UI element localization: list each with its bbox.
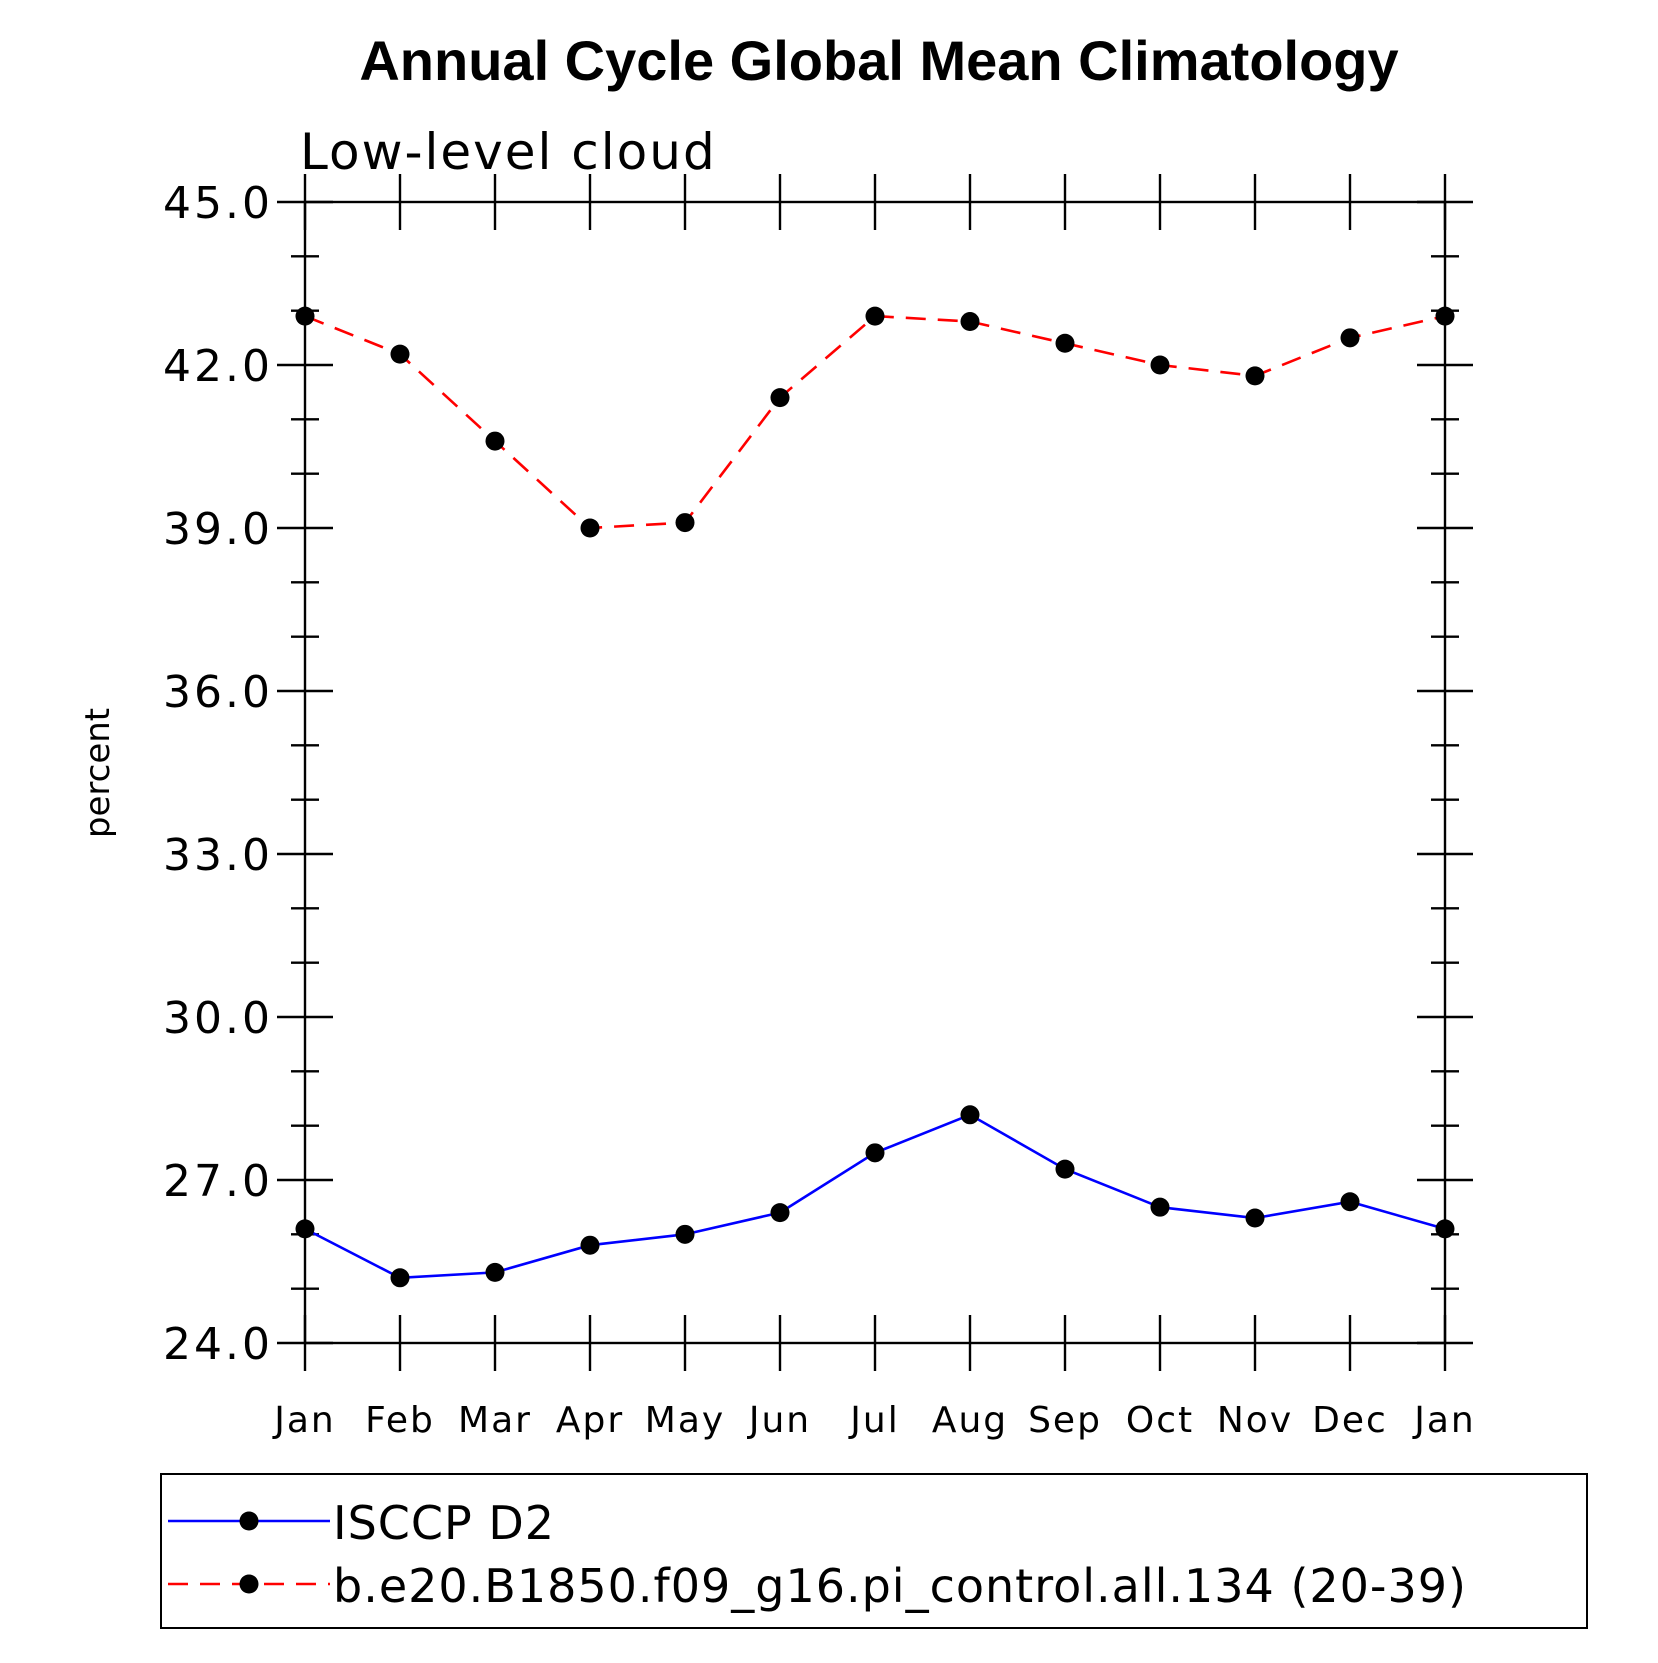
data-point bbox=[770, 388, 790, 408]
y-tick-label: 30.0 bbox=[163, 993, 273, 1044]
data-point bbox=[960, 1105, 980, 1125]
data-point bbox=[770, 1203, 790, 1223]
y-tick-label: 24.0 bbox=[163, 1319, 273, 1370]
y-tick-label: 45.0 bbox=[163, 178, 273, 229]
legend-marker bbox=[239, 1574, 259, 1594]
data-point bbox=[390, 1268, 410, 1288]
y-tick-label: 27.0 bbox=[163, 1156, 273, 1207]
legend-label: b.e20.B1850.f09_g16.pi_control.all.134 (… bbox=[333, 1559, 1467, 1613]
x-tick-label: May bbox=[645, 1400, 725, 1441]
data-point bbox=[1340, 328, 1360, 348]
series-group bbox=[295, 306, 1455, 1288]
y-tick-label: 36.0 bbox=[163, 667, 273, 718]
y-tick-labels: 24.0 27.0 30.0 33.0 36.0 39.0 42.0 45.0 bbox=[163, 178, 273, 1370]
data-point bbox=[1245, 1208, 1265, 1228]
data-point bbox=[390, 344, 410, 364]
legend: ISCCP D2 b.e20.B1850.f09_g16.pi_control.a… bbox=[160, 1473, 1588, 1629]
x-tick-label: Oct bbox=[1126, 1400, 1194, 1441]
y-tick-label: 39.0 bbox=[163, 504, 273, 555]
y-tick-label: 42.0 bbox=[163, 341, 273, 392]
x-tick-label: Jul bbox=[848, 1400, 899, 1441]
legend-marker bbox=[239, 1511, 259, 1531]
data-point bbox=[1150, 355, 1170, 375]
x-tick-label: Jan bbox=[272, 1400, 336, 1441]
x-tick-label: Sep bbox=[1028, 1400, 1102, 1441]
data-point bbox=[1055, 333, 1075, 353]
data-point bbox=[485, 1262, 505, 1282]
series-line bbox=[304, 314, 1446, 530]
x-tick-labels: Jan Feb Mar Apr May Jun Jul Aug Sep Oct Nov Dec Jan bbox=[272, 1400, 1476, 1441]
data-point bbox=[295, 306, 315, 326]
data-point bbox=[865, 306, 885, 326]
x-tick-label: Nov bbox=[1217, 1400, 1293, 1441]
x-tick-label: Apr bbox=[556, 1400, 624, 1441]
data-point bbox=[865, 1143, 885, 1163]
x-tick-label: Jun bbox=[747, 1400, 811, 1441]
data-point bbox=[485, 431, 505, 451]
plot-frame bbox=[303, 200, 1447, 1345]
data-point bbox=[1150, 1197, 1170, 1217]
y-tick-label: 33.0 bbox=[163, 830, 273, 881]
data-point bbox=[580, 518, 600, 538]
x-tick-label: Jan bbox=[1412, 1400, 1476, 1441]
data-point bbox=[675, 1224, 695, 1244]
data-point bbox=[675, 513, 695, 533]
data-point bbox=[580, 1235, 600, 1255]
x-tick-label: Mar bbox=[458, 1400, 532, 1441]
data-point bbox=[295, 1219, 315, 1239]
data-point bbox=[1245, 366, 1265, 386]
legend-box bbox=[160, 1473, 1588, 1629]
data-point bbox=[1055, 1159, 1075, 1179]
x-tick-label: Aug bbox=[932, 1400, 1008, 1441]
x-tick-label: Feb bbox=[365, 1400, 435, 1441]
data-point bbox=[1340, 1192, 1360, 1212]
chart-title: Annual Cycle Global Mean Climatology bbox=[359, 29, 1398, 92]
data-point bbox=[1435, 306, 1455, 326]
axis-ticks bbox=[277, 174, 1473, 1371]
y-axis-label: percent bbox=[78, 708, 118, 838]
series-line bbox=[304, 1113, 1446, 1280]
legend-label: ISCCP D2 bbox=[333, 1496, 555, 1550]
data-point bbox=[1435, 1219, 1455, 1239]
data-point bbox=[960, 312, 980, 332]
x-tick-label: Dec bbox=[1312, 1400, 1388, 1441]
chart-subtitle: Low-level cloud bbox=[300, 123, 717, 181]
